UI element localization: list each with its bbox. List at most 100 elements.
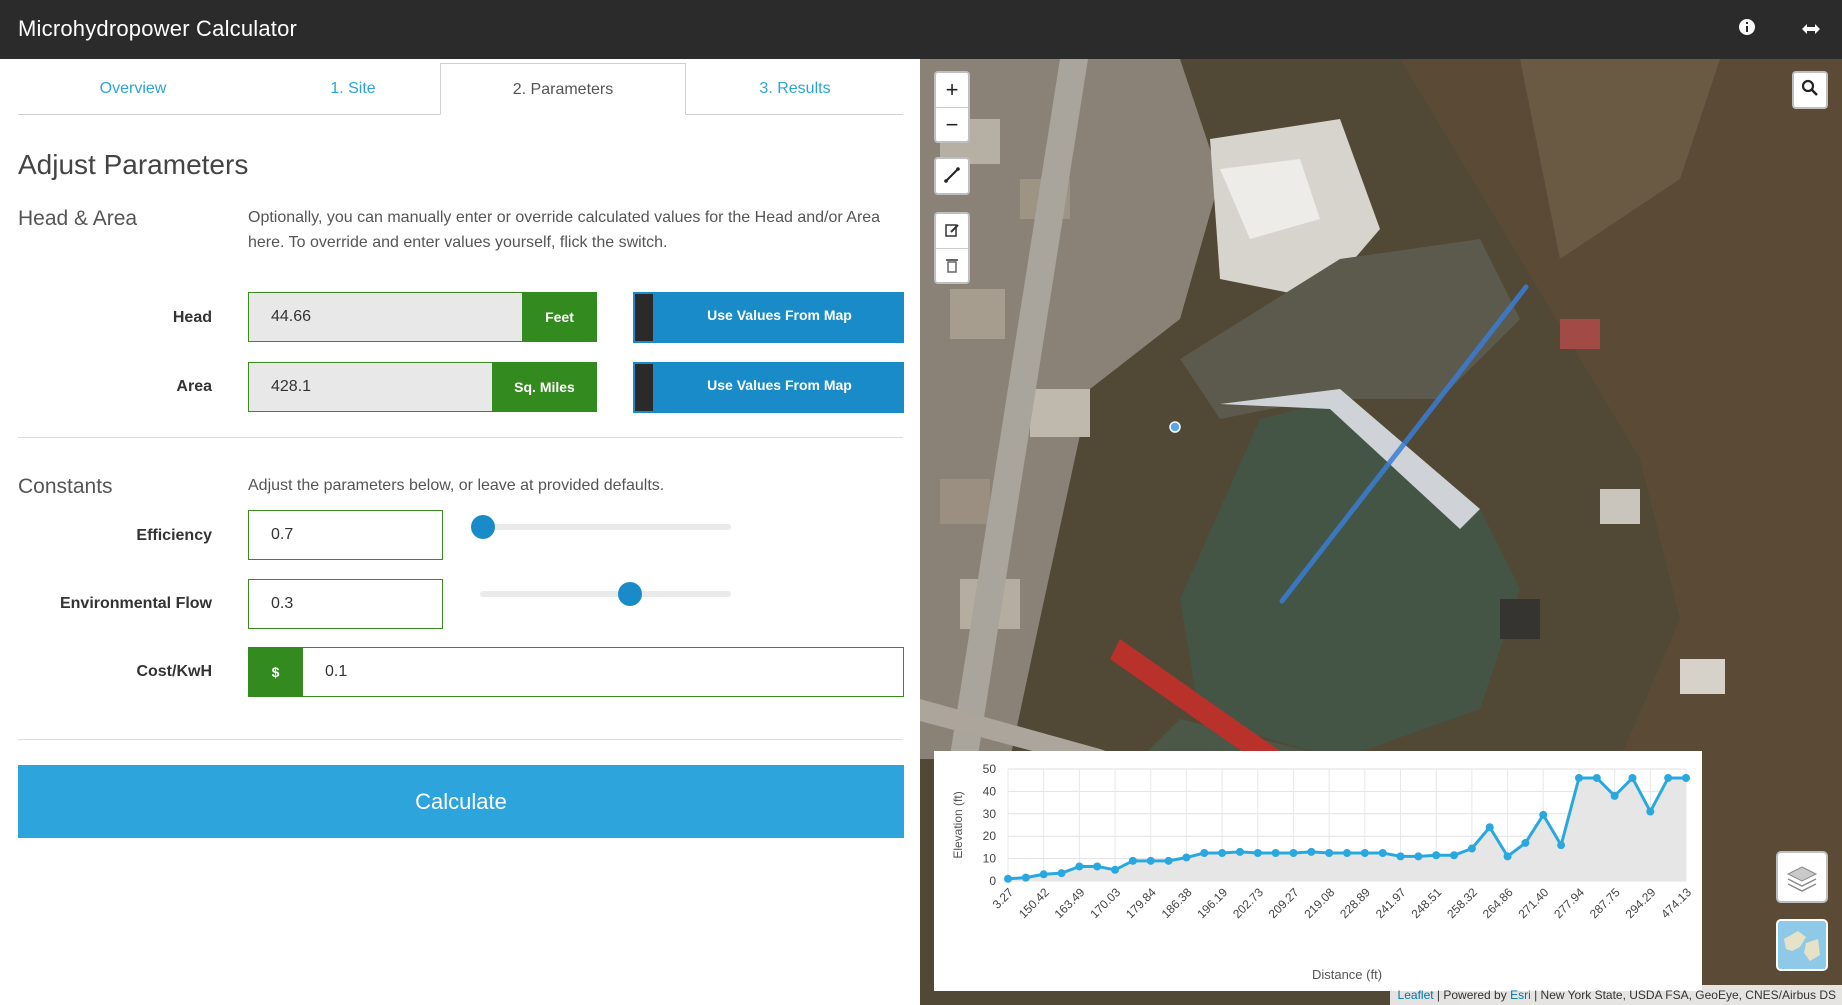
x-tick-label: 150.42 bbox=[1016, 885, 1052, 921]
zoom-out-button[interactable]: − bbox=[936, 107, 968, 141]
expand-horizontal-icon[interactable] bbox=[1798, 17, 1824, 43]
efficiency-slider[interactable] bbox=[471, 515, 731, 539]
efficiency-slider-thumb[interactable] bbox=[471, 515, 495, 539]
elevation-point bbox=[1004, 874, 1012, 883]
elevation-point bbox=[1307, 847, 1316, 856]
elevation-point bbox=[1574, 773, 1583, 782]
parameters-panel: Overview 1. Site 2. Parameters 3. Result… bbox=[0, 59, 920, 1005]
layers-icon bbox=[1786, 866, 1818, 892]
head-use-map-label: Use Values From Map bbox=[707, 307, 852, 323]
leaflet-link[interactable]: Leaflet bbox=[1397, 988, 1434, 1002]
x-tick-label: 258.32 bbox=[1444, 885, 1480, 921]
efficiency-label: Efficiency bbox=[136, 527, 212, 544]
x-tick-label: 294.29 bbox=[1623, 885, 1659, 921]
head-unit: Feet bbox=[522, 292, 597, 342]
page-title: Adjust Parameters bbox=[18, 149, 249, 180]
elevation-point bbox=[1521, 838, 1530, 847]
elevation-point bbox=[1664, 773, 1673, 782]
y-tick-label: 50 bbox=[983, 762, 997, 776]
elevation-point bbox=[1325, 849, 1334, 857]
environmental-flow-slider[interactable] bbox=[480, 582, 731, 606]
environmental-flow-slider-thumb[interactable] bbox=[618, 582, 642, 606]
y-tick-label: 20 bbox=[983, 829, 997, 843]
head-area-description: Optionally, you can manually enter or ov… bbox=[248, 209, 881, 251]
elevation-point bbox=[1200, 849, 1209, 857]
elevation-point bbox=[1075, 862, 1084, 871]
search-icon[interactable] bbox=[1794, 73, 1826, 107]
satellite-map[interactable]: + − 0 10 20 30 40 50 3.27 150.42 163.49 170.03 179… bbox=[920, 59, 1842, 1005]
basemap-toggle-button[interactable] bbox=[1776, 919, 1828, 971]
attribution-sources: | New York State, USDA FSA, GeoEye, CNES… bbox=[1530, 988, 1836, 1002]
tab-parameters[interactable]: 2. Parameters bbox=[440, 63, 686, 115]
area-use-map-toggle[interactable]: Use Values From Map bbox=[633, 362, 904, 413]
elevation-point bbox=[1414, 852, 1423, 861]
head-input[interactable]: 44.66 bbox=[248, 292, 524, 342]
elevation-point bbox=[1128, 856, 1137, 865]
x-tick-label: 228.89 bbox=[1337, 885, 1373, 921]
tab-site[interactable]: 1. Site bbox=[330, 80, 376, 97]
x-tick-label: 163.49 bbox=[1052, 885, 1088, 921]
elevation-point bbox=[1057, 869, 1066, 878]
elevation-point bbox=[1093, 862, 1102, 871]
cost-input[interactable]: 0.1 bbox=[302, 647, 904, 697]
tab-results[interactable]: 3. Results bbox=[759, 80, 831, 97]
area-input[interactable]: 428.1 bbox=[248, 362, 494, 412]
head-use-map-toggle[interactable]: Use Values From Map bbox=[633, 292, 904, 343]
elevation-point bbox=[1271, 849, 1280, 857]
x-tick-label: 248.51 bbox=[1408, 885, 1444, 921]
draw-line-icon[interactable] bbox=[936, 159, 968, 193]
x-tick-label: 271.40 bbox=[1516, 885, 1552, 921]
elevation-point bbox=[1485, 823, 1494, 832]
cost-prefix: $ bbox=[248, 647, 303, 697]
calculate-button[interactable]: Calculate bbox=[18, 765, 904, 838]
x-tick-label: 241.97 bbox=[1373, 885, 1409, 921]
x-tick-label: 277.94 bbox=[1551, 885, 1587, 921]
y-tick-label: 10 bbox=[983, 852, 997, 866]
x-tick-label: 186.38 bbox=[1159, 885, 1195, 921]
area-use-map-label: Use Values From Map bbox=[707, 377, 852, 393]
elevation-point bbox=[1682, 773, 1690, 782]
elevation-point bbox=[1628, 773, 1637, 782]
edit-control bbox=[934, 212, 970, 284]
x-axis-label: Distance (ft) bbox=[1312, 967, 1382, 982]
elevation-point bbox=[1343, 849, 1351, 857]
globe-icon bbox=[1784, 931, 1820, 961]
tab-overview[interactable]: Overview bbox=[99, 80, 167, 97]
environmental-flow-input[interactable]: 0.3 bbox=[248, 579, 443, 629]
toggle-switch[interactable] bbox=[633, 292, 655, 343]
elevation-point bbox=[1503, 852, 1512, 861]
elevation-profile-chart: 0 10 20 30 40 50 3.27 150.42 163.49 170.03 179.84 1… bbox=[934, 751, 1702, 991]
elevation-area bbox=[1008, 777, 1686, 881]
elevation-point bbox=[1467, 844, 1476, 853]
powered-by-text: | Powered by bbox=[1433, 988, 1511, 1002]
info-icon[interactable] bbox=[1734, 17, 1760, 43]
elevation-point bbox=[1235, 847, 1244, 856]
search-control bbox=[1792, 71, 1828, 109]
divider bbox=[18, 437, 903, 438]
elevation-point bbox=[1182, 853, 1191, 862]
x-tick-label: 202.73 bbox=[1230, 885, 1266, 921]
y-axis-label: Elevation (ft) bbox=[951, 791, 965, 858]
head-label: Head bbox=[172, 309, 212, 326]
elevation-point bbox=[1146, 856, 1155, 865]
elevation-point bbox=[1610, 791, 1619, 800]
x-tick-label: 209.27 bbox=[1266, 885, 1302, 921]
layers-button[interactable] bbox=[1776, 851, 1828, 903]
area-label: Area bbox=[176, 378, 212, 395]
elevation-point bbox=[1432, 851, 1441, 860]
toggle-switch[interactable] bbox=[633, 362, 655, 413]
zoom-in-button[interactable]: + bbox=[945, 77, 959, 102]
divider bbox=[18, 739, 903, 740]
trash-icon[interactable] bbox=[936, 248, 968, 282]
elevation-point bbox=[1253, 849, 1262, 857]
efficiency-input[interactable]: 0.7 bbox=[248, 510, 443, 560]
elevation-point bbox=[1218, 849, 1227, 857]
elevation-point bbox=[1164, 856, 1173, 865]
constants-heading: Constants bbox=[18, 475, 113, 498]
esri-link[interactable]: Esri bbox=[1510, 988, 1531, 1002]
edit-icon[interactable] bbox=[936, 214, 968, 248]
tab-bar: Overview 1. Site 2. Parameters 3. Result… bbox=[18, 63, 903, 115]
zoom-control: + − bbox=[934, 71, 970, 143]
elevation-point bbox=[1557, 841, 1566, 850]
